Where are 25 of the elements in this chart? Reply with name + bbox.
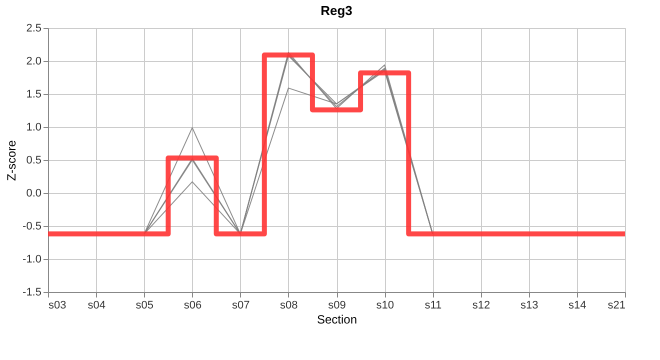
- y-tick-label: -1.0: [22, 254, 42, 266]
- x-tick-label: s10: [376, 300, 394, 312]
- y-tick-label: -0.5: [22, 220, 42, 232]
- y-tick-label: 2.5: [26, 22, 42, 34]
- x-tick-label: s21: [608, 300, 626, 312]
- y-tick-label: 1.0: [26, 122, 42, 134]
- chart-title: Reg3: [320, 3, 352, 18]
- x-axis-title: Section: [316, 312, 358, 326]
- y-tick-label: 2.0: [26, 56, 42, 68]
- y-tick-label: -1.5: [22, 286, 42, 298]
- x-tick-label: s14: [568, 300, 586, 312]
- x-tick-label: s04: [88, 300, 106, 312]
- x-tick-label: s13: [520, 300, 538, 312]
- x-tick-label: s03: [48, 300, 66, 312]
- y-axis-title: Z-score: [4, 140, 19, 181]
- x-tick-label: s11: [424, 300, 442, 312]
- x-tick-label: s08: [280, 300, 298, 312]
- x-tick-label: s09: [328, 300, 346, 312]
- y-tick-label: 0.5: [26, 154, 42, 166]
- x-tick-label: s07: [232, 300, 250, 312]
- y-tick-label: 0.0: [26, 188, 42, 200]
- x-tick-label: s06: [184, 300, 202, 312]
- x-tick-label: s05: [136, 300, 154, 312]
- x-tick-label: s12: [472, 300, 490, 312]
- y-tick-label: 1.5: [26, 88, 42, 100]
